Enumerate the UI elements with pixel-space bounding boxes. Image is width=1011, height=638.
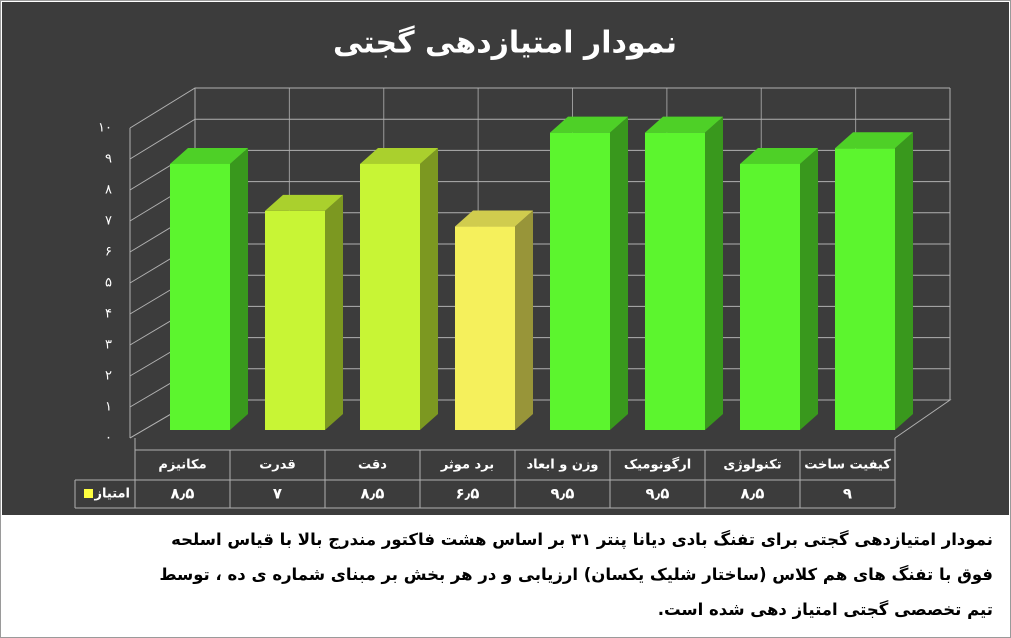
bar xyxy=(170,163,230,430)
note-line: فوق با تفنگ های هم کلاس (ساختار شلیک یکس… xyxy=(159,565,993,584)
chart-title: نمودار امتیازدهی گجتی xyxy=(333,25,677,61)
legend-label: امتیاز xyxy=(94,487,130,502)
bar-side xyxy=(515,210,533,430)
y-tick-label: ۶ xyxy=(105,245,112,260)
legend-swatch xyxy=(84,489,93,498)
table-value: ۹٫۵ xyxy=(551,485,575,503)
table-value: ۶٫۵ xyxy=(456,485,480,503)
bar-top xyxy=(740,147,818,164)
bar-side xyxy=(325,194,343,430)
table-value: ۹٫۵ xyxy=(646,485,670,503)
bar-side xyxy=(800,147,818,430)
y-tick-label: ۴ xyxy=(105,307,112,322)
x-tick-label: ارگونومیک xyxy=(624,457,691,473)
y-tick-label: ۱ xyxy=(105,400,112,415)
bar-top xyxy=(360,147,438,164)
y-tick-label: ۹ xyxy=(105,152,112,167)
grid-line xyxy=(129,87,950,129)
bar-top xyxy=(645,116,723,133)
table-value: ۸٫۵ xyxy=(741,485,765,503)
bar-top xyxy=(550,116,628,133)
y-tick-label: ۲ xyxy=(105,369,112,384)
bar xyxy=(550,132,610,430)
y-tick-label: ۷ xyxy=(105,214,112,229)
bar-top xyxy=(835,132,913,149)
x-tick-label: مکانیزم xyxy=(158,458,206,473)
x-tick-label: دقت xyxy=(358,458,387,473)
x-tick-label: وزن و ابعاد xyxy=(526,458,598,473)
bar-top xyxy=(265,194,343,211)
bar-side xyxy=(420,147,438,430)
table-value: ۸٫۵ xyxy=(361,485,385,503)
bar xyxy=(360,163,420,430)
bar-side xyxy=(705,116,723,431)
bar-top xyxy=(455,210,533,227)
bar xyxy=(835,148,895,431)
x-tick-label: کیفیت ساخت xyxy=(804,458,891,473)
y-tick-label: ۳ xyxy=(105,338,112,353)
x-tick-label: قدرت xyxy=(259,458,296,473)
note-line: تیم تخصصی گجتی امتیاز دهی شده است. xyxy=(657,600,993,619)
y-tick-label: ۱۰ xyxy=(98,121,112,136)
bar xyxy=(455,226,515,430)
bar-side xyxy=(230,147,248,430)
y-tick-label: ۰ xyxy=(105,431,112,446)
x-tick-label: تکنولوژی xyxy=(723,458,781,473)
bar xyxy=(740,163,800,430)
y-tick-label: ۸ xyxy=(105,183,112,198)
bar-top xyxy=(170,147,248,164)
bar-side xyxy=(610,116,628,431)
y-tick-label: ۵ xyxy=(105,276,112,291)
table-value: ۸٫۵ xyxy=(171,485,195,503)
bar xyxy=(265,210,325,430)
bar-side xyxy=(895,132,913,431)
note-line: نمودار امتیازدهی گجتی برای تفنگ بادی دیا… xyxy=(171,530,993,549)
x-tick-label: برد موثر xyxy=(440,458,494,473)
note: نمودار امتیازدهی گجتی برای تفنگ بادی دیا… xyxy=(20,522,993,627)
table-value: ۷ xyxy=(273,485,282,503)
bar xyxy=(645,132,705,430)
table-value: ۹ xyxy=(843,485,852,503)
